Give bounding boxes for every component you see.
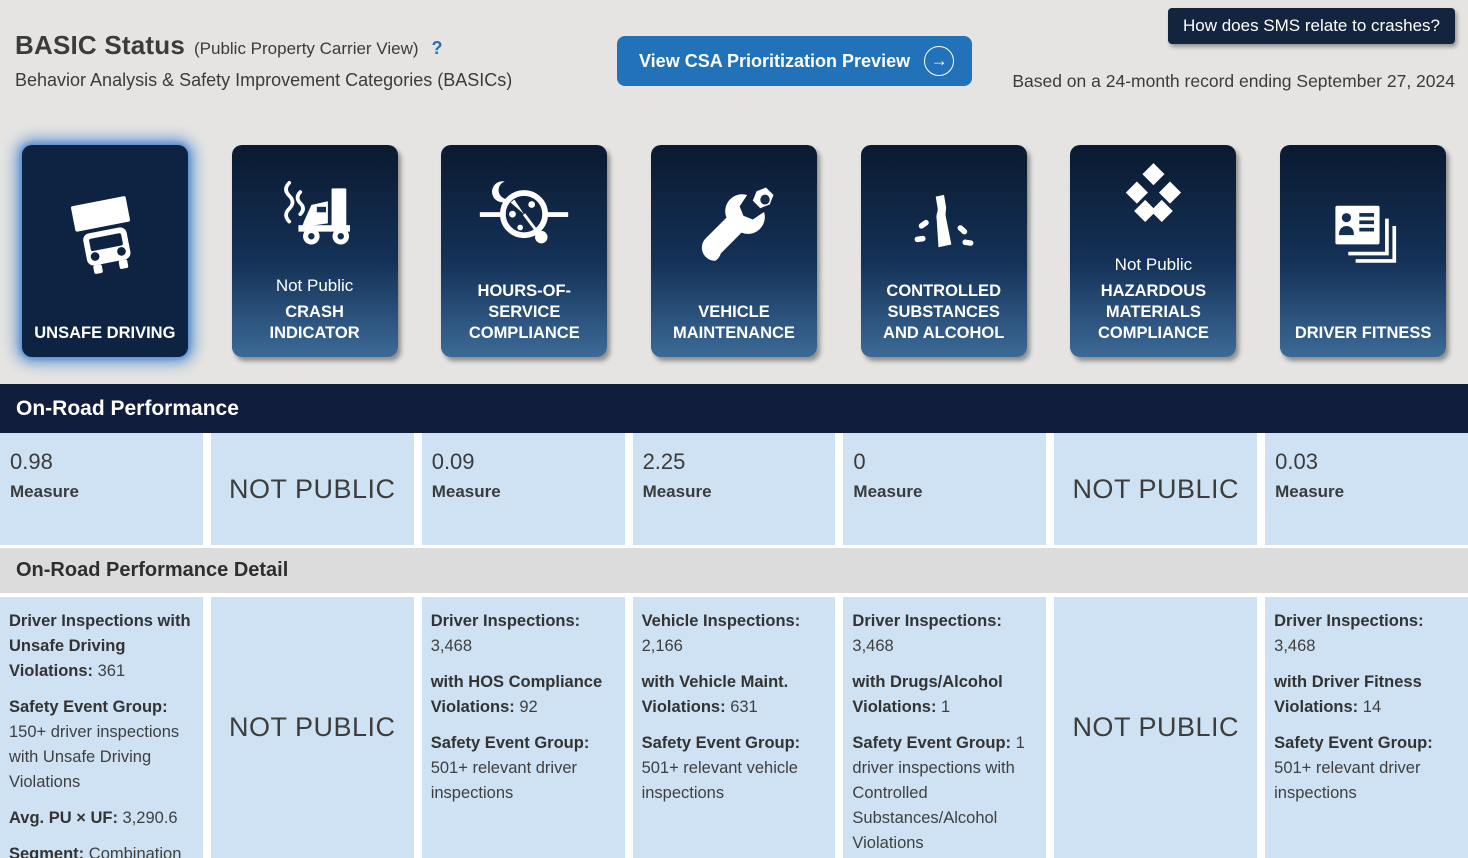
measure-label: Measure: [642, 482, 712, 501]
measure-value: 0.03: [1275, 449, 1318, 474]
tile-hours-of-service[interactable]: HOURS-OF-SERVICE COMPLIANCE: [441, 145, 608, 357]
tile-label: UNSAFE DRIVING: [34, 324, 176, 342]
detail-label: Driver Inspections with Unsafe Driving V…: [9, 612, 191, 680]
detail-label: with HOS Compliance Violations:: [430, 673, 603, 716]
controlled-substances-icon: [861, 145, 1027, 277]
tile-label: CRASH INDICATOR: [269, 303, 360, 342]
on-road-performance-header: On-Road Performance: [0, 384, 1468, 433]
basic-tiles-row: UNSAFE DRIVING: [0, 145, 1468, 357]
detail-vehicle-maintenance: Vehicle Inspections: 2,166 with Vehicle …: [632, 597, 836, 858]
detail-controlled-substances: Driver Inspections: 3,468 with Drugs/Alc…: [843, 597, 1047, 858]
measure-label: Measure: [431, 482, 501, 501]
measure-value: 0: [853, 449, 866, 474]
detail-label: Driver Inspections:: [430, 612, 581, 630]
detail-value: 3,290.6: [117, 809, 178, 827]
detail-label: Driver Inspections:: [852, 612, 1002, 630]
measure-value: 0.98: [10, 449, 53, 474]
detail-label: Vehicle Inspections:: [641, 612, 801, 630]
csa-button-label: View CSA Prioritization Preview: [639, 50, 911, 71]
detail-value: 92: [514, 698, 538, 716]
sms-crashes-button[interactable]: How does SMS relate to crashes?: [1167, 8, 1455, 44]
measure-hos-compliance: 0.09 Measure: [421, 433, 625, 545]
tile-label: DRIVER FITNESS: [1294, 324, 1432, 342]
detail-value: 631: [725, 698, 758, 716]
tile-hazmat-compliance[interactable]: Not Public HAZARDOUS MATERIALS COMPLIANC…: [1070, 145, 1237, 357]
detail-value: Combination: [84, 845, 182, 858]
detail-label: Safety Event Group:: [641, 734, 801, 752]
detail-unsafe-driving: Driver Inspections with Unsafe Driving V…: [0, 597, 203, 858]
detail-label: with Vehicle Maint. Violations:: [641, 673, 789, 716]
detail-label: Safety Event Group:: [430, 734, 590, 752]
driver-fitness-icon: [1280, 145, 1446, 319]
detail-value: 150+ driver inspections with Unsafe Driv…: [9, 723, 180, 791]
vehicle-maintenance-icon: [651, 145, 817, 298]
detail-hos-compliance: Driver Inspections: 3,468 with HOS Compl…: [421, 597, 625, 858]
detail-value: 1: [936, 698, 951, 716]
tile-driver-fitness[interactable]: DRIVER FITNESS: [1280, 145, 1447, 357]
page-subheading: Behavior Analysis & Safety Improvement C…: [15, 70, 513, 90]
detail-crash-indicator-not-public: NOT PUBLIC: [210, 597, 414, 858]
measure-hazmat-not-public: NOT PUBLIC: [1054, 433, 1258, 545]
measures-row: 0.98 Measure NOT PUBLIC 0.09 Measure 2.2…: [0, 433, 1468, 545]
page-title-row: BASIC Status (Public Property Carrier Vi…: [15, 30, 443, 61]
detail-label: Safety Event Group:: [1274, 734, 1433, 752]
details-row: Driver Inspections with Unsafe Driving V…: [0, 597, 1468, 858]
detail-value: 501+ relevant vehicle inspections: [641, 759, 798, 802]
tile-label: CONTROLLED SUBSTANCES AND ALCOHOL: [883, 282, 1005, 342]
tile-label: HOURS-OF-SERVICE COMPLIANCE: [468, 282, 580, 342]
view-csa-prioritization-button[interactable]: View CSA Prioritization Preview →: [617, 36, 973, 86]
detail-value: 501+ relevant driver inspections: [1274, 759, 1421, 802]
detail-label: Segment:: [9, 845, 85, 858]
tile-unsafe-driving[interactable]: UNSAFE DRIVING: [21, 145, 188, 357]
on-road-detail-header: On-Road Performance Detail: [0, 548, 1468, 593]
measure-label: Measure: [1275, 482, 1345, 501]
detail-label: Safety Event Group:: [9, 698, 168, 716]
measure-driver-fitness: 0.03 Measure: [1265, 433, 1468, 545]
record-period-note: Based on a 24-month record ending Septem…: [1012, 71, 1455, 91]
tile-not-public-label: Not Public: [275, 276, 354, 295]
detail-value: 3,468: [1274, 637, 1316, 655]
detail-value: 14: [1358, 698, 1382, 716]
hours-of-service-icon: [441, 145, 607, 277]
detail-hazmat-not-public: NOT PUBLIC: [1054, 597, 1258, 858]
measure-value: 0.09: [431, 449, 475, 474]
help-icon[interactable]: ?: [431, 38, 443, 58]
detail-label: Safety Event Group:: [852, 734, 1012, 752]
tile-vehicle-maintenance[interactable]: VEHICLE MAINTENANCE: [650, 145, 817, 357]
tile-controlled-substances[interactable]: CONTROLLED SUBSTANCES AND ALCOHOL: [860, 145, 1027, 357]
detail-value: 2,166: [641, 637, 683, 655]
crash-indicator-icon: [232, 145, 398, 276]
detail-value: 1 driver inspections with Controlled Sub…: [852, 734, 1025, 852]
measure-vehicle-maintenance: 2.25 Measure: [632, 433, 836, 545]
hazmat-icon: [1070, 145, 1236, 255]
measure-crash-indicator-not-public: NOT PUBLIC: [210, 433, 414, 545]
detail-value: 361: [93, 662, 126, 680]
detail-label: Avg. PU × UF:: [9, 809, 118, 827]
detail-label: with Drugs/Alcohol Violations:: [852, 673, 1003, 716]
page-title: BASIC Status: [15, 30, 185, 60]
tile-label: VEHICLE MAINTENANCE: [673, 303, 795, 342]
measure-value: 2.25: [642, 449, 686, 474]
tile-label: HAZARDOUS MATERIALS COMPLIANCE: [1097, 282, 1209, 342]
detail-label: Driver Inspections:: [1274, 612, 1424, 630]
measure-label: Measure: [853, 482, 923, 501]
tile-crash-indicator[interactable]: Not Public CRASH INDICATOR: [231, 145, 398, 357]
measure-controlled-substances: 0 Measure: [843, 433, 1047, 545]
detail-value: 3,468: [430, 637, 472, 655]
detail-value: 501+ relevant driver inspections: [430, 759, 577, 802]
unsafe-driving-icon: [22, 145, 188, 319]
arrow-right-icon: →: [924, 46, 955, 76]
detail-value: 3,468: [852, 637, 894, 655]
detail-driver-fitness: Driver Inspections: 3,468 with Driver Fi…: [1265, 597, 1468, 858]
carrier-view-label: (Public Property Carrier View): [193, 39, 419, 58]
measure-label: Measure: [10, 482, 79, 501]
measure-unsafe-driving: 0.98 Measure: [0, 433, 203, 545]
detail-label: with Driver Fitness Violations:: [1274, 673, 1422, 716]
tile-not-public-label: Not Public: [1114, 255, 1193, 274]
